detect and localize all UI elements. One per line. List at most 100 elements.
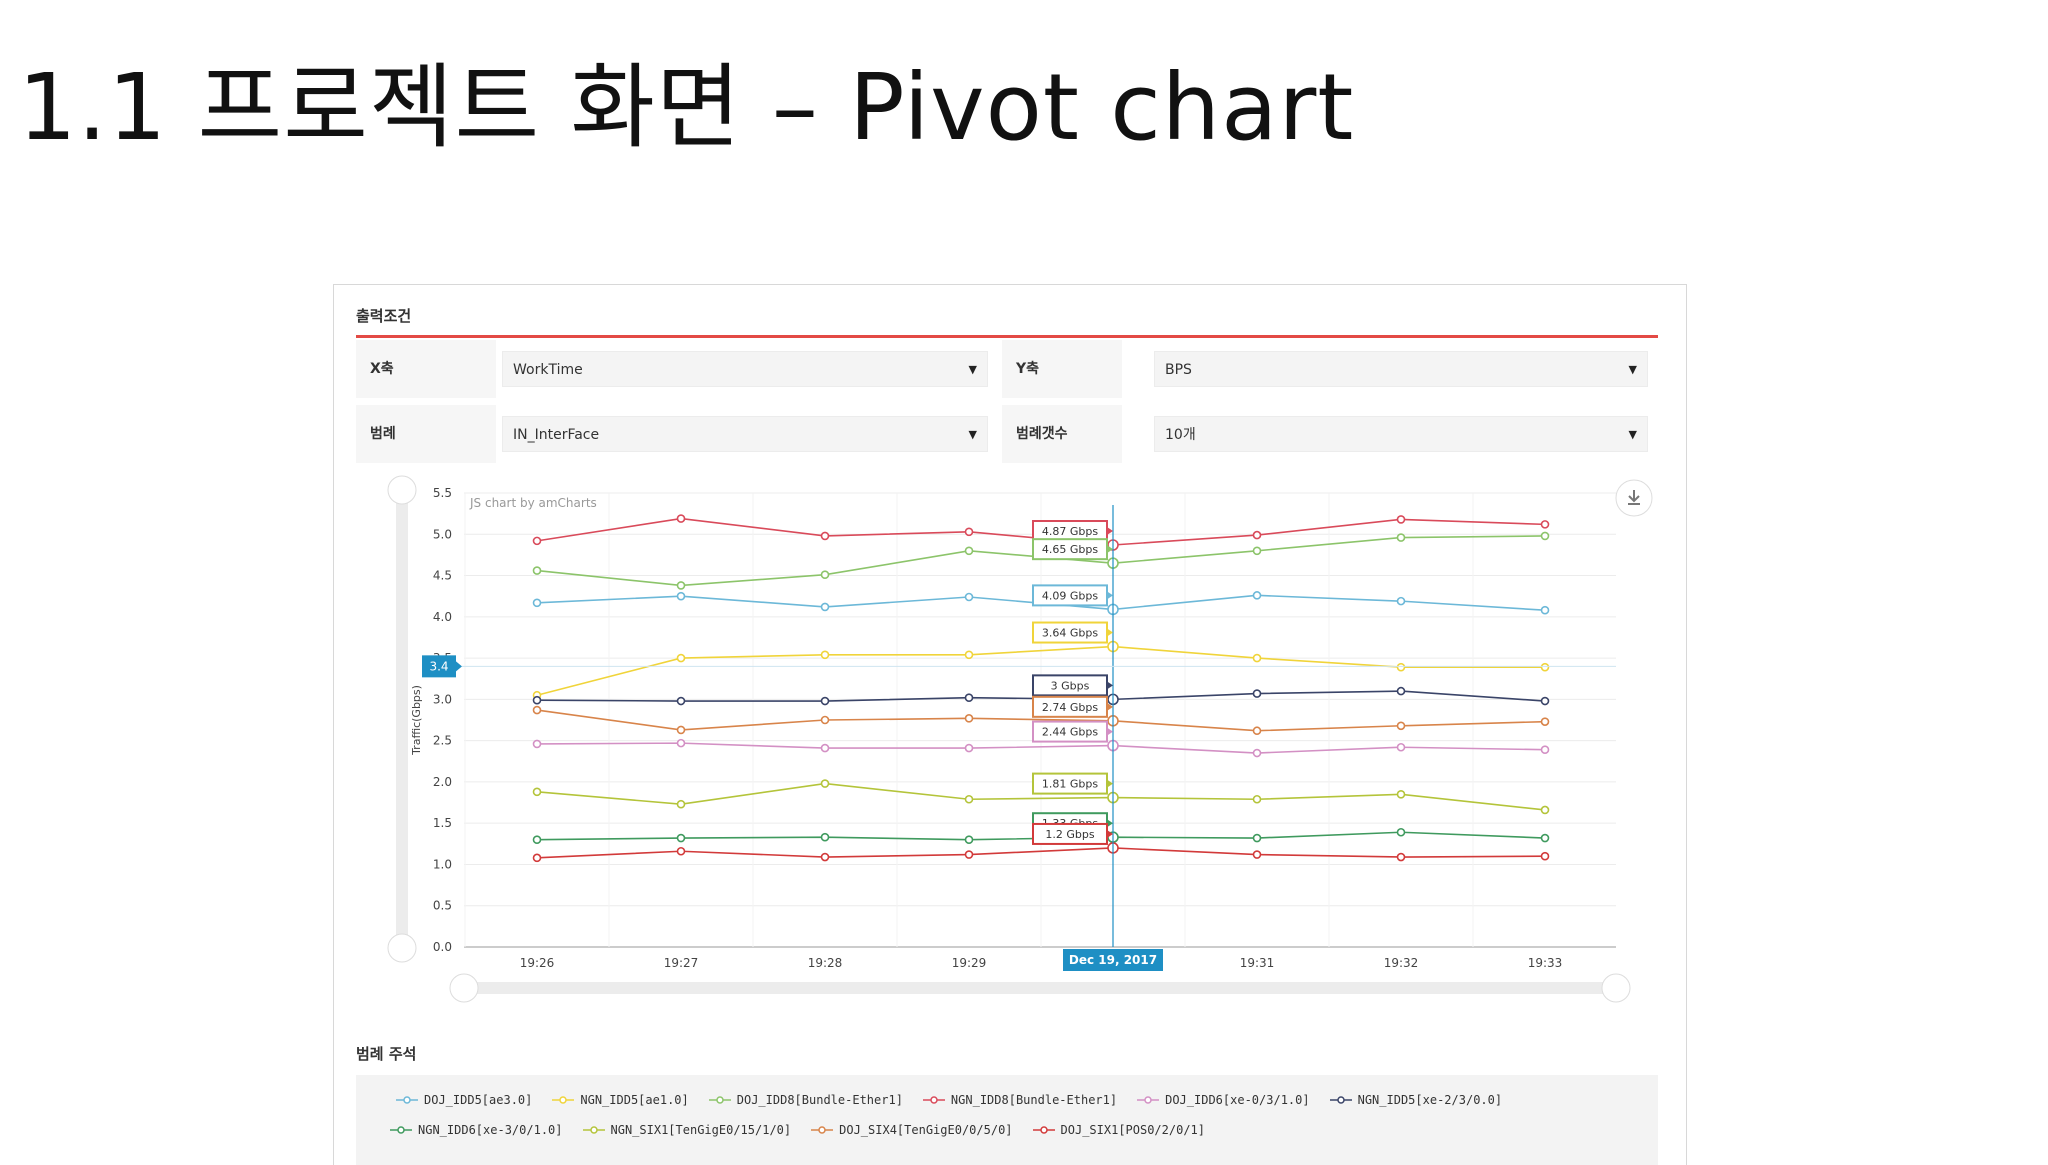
data-point[interactable] — [1252, 591, 1262, 600]
legend-notes-title: 범례 주석 — [356, 1045, 417, 1063]
legend-select[interactable]: IN_InterFace ▼ — [502, 416, 988, 452]
balloon-value-label: 2.74 Gbps — [1042, 701, 1098, 714]
data-point[interactable] — [1540, 851, 1550, 861]
data-point[interactable] — [820, 531, 830, 541]
data-point[interactable] — [676, 653, 686, 663]
data-point[interactable] — [1396, 662, 1406, 672]
data-point[interactable] — [1252, 530, 1262, 540]
data-point[interactable] — [1252, 689, 1262, 698]
vertical-scrollbar[interactable] — [396, 490, 408, 952]
data-point[interactable] — [532, 739, 542, 749]
data-point[interactable] — [964, 592, 974, 602]
data-point[interactable] — [1396, 686, 1406, 696]
legend-count-select[interactable]: 10개 ▼ — [1154, 416, 1648, 452]
data-point[interactable] — [1396, 721, 1406, 731]
scroll-handle-bottom-icon[interactable] — [387, 933, 417, 963]
legend-marker-icon — [1329, 1096, 1352, 1104]
data-point[interactable] — [1540, 605, 1550, 615]
balloon-pointer — [1107, 702, 1113, 711]
data-point[interactable] — [1540, 662, 1550, 672]
balloon-value-label: 4.87 Gbps — [1042, 525, 1098, 538]
data-point[interactable] — [964, 714, 974, 723]
data-point[interactable] — [1396, 827, 1406, 837]
data-point[interactable] — [1540, 531, 1550, 541]
data-point[interactable] — [532, 853, 542, 863]
scroll-handle-right-icon[interactable] — [1601, 973, 1631, 1003]
data-point[interactable] — [1252, 546, 1262, 556]
data-point[interactable] — [676, 833, 686, 843]
cursor-y-pointer — [456, 661, 462, 672]
dropdown-arrow-icon: ▼ — [1628, 363, 1637, 376]
data-point[interactable] — [532, 695, 542, 705]
y-axis-select[interactable]: BPS ▼ — [1154, 351, 1648, 387]
data-point[interactable] — [1540, 717, 1550, 726]
data-point[interactable] — [820, 696, 830, 706]
data-point[interactable] — [1396, 596, 1406, 606]
data-point[interactable] — [676, 738, 686, 748]
data-point[interactable] — [676, 581, 686, 590]
data-point[interactable] — [676, 846, 686, 856]
data-point[interactable] — [1396, 533, 1406, 542]
data-point[interactable] — [532, 566, 542, 575]
legend-item[interactable]: NGN_IDD5[xe-2/3/0.0] — [1329, 1093, 1502, 1107]
legend-item[interactable]: DOJ_IDD5[ae3.0] — [396, 1093, 532, 1107]
data-point[interactable] — [820, 852, 830, 862]
data-point[interactable] — [1252, 833, 1262, 843]
x-axis-select[interactable]: WorkTime ▼ — [502, 351, 988, 387]
data-point[interactable] — [820, 715, 830, 725]
data-point[interactable] — [1396, 789, 1406, 799]
data-point[interactable] — [676, 591, 686, 601]
scroll-handle-left-icon[interactable] — [449, 973, 479, 1003]
data-point[interactable] — [820, 779, 830, 788]
data-point[interactable] — [820, 743, 830, 753]
data-point[interactable] — [1252, 748, 1262, 758]
legend-marker-icon — [396, 1096, 418, 1104]
data-point[interactable] — [964, 850, 974, 859]
data-point[interactable] — [1252, 653, 1262, 663]
data-point[interactable] — [964, 693, 974, 703]
data-point[interactable] — [1540, 696, 1550, 706]
data-point[interactable] — [676, 725, 686, 735]
data-point[interactable] — [532, 536, 542, 546]
data-point[interactable] — [964, 743, 974, 753]
legend-item[interactable]: DOJ_IDD6[xe-0/3/1.0] — [1137, 1093, 1310, 1107]
data-point[interactable] — [820, 602, 830, 612]
legend-item[interactable]: NGN_IDD8[Bundle-Ether1] — [922, 1093, 1117, 1107]
data-point[interactable] — [1396, 852, 1406, 862]
legend-item[interactable]: NGN_IDD6[xe-3/0/1.0] — [390, 1123, 563, 1137]
data-point[interactable] — [964, 835, 974, 844]
legend-item-label: DOJ_SIX1[POS0/2/0/1] — [1060, 1123, 1206, 1137]
dropdown-arrow-icon: ▼ — [1628, 428, 1637, 441]
data-point[interactable] — [532, 705, 542, 715]
legend-item[interactable]: DOJ_IDD8[Bundle-Ether1] — [708, 1093, 903, 1107]
legend-item[interactable]: NGN_IDD5[ae1.0] — [552, 1093, 689, 1107]
data-point[interactable] — [964, 794, 974, 804]
scroll-handle-top-icon[interactable] — [387, 475, 417, 505]
data-point[interactable] — [1252, 850, 1262, 859]
data-point[interactable] — [964, 546, 974, 556]
data-point[interactable] — [1396, 515, 1406, 524]
horizontal-scrollbar[interactable] — [464, 982, 1614, 994]
data-point[interactable] — [1396, 742, 1406, 752]
data-point[interactable] — [820, 650, 830, 660]
data-point[interactable] — [964, 527, 974, 537]
data-point[interactable] — [1252, 794, 1262, 804]
data-point[interactable] — [1540, 833, 1550, 843]
data-point[interactable] — [1540, 805, 1550, 815]
data-point[interactable] — [532, 598, 542, 608]
data-point[interactable] — [676, 696, 686, 706]
data-point[interactable] — [676, 514, 686, 523]
data-point[interactable] — [532, 787, 542, 797]
data-point[interactable] — [820, 570, 830, 580]
data-point[interactable] — [820, 832, 830, 842]
legend-item[interactable]: DOJ_SIX4[TenGigE0/0/5/0] — [811, 1123, 1013, 1137]
data-point[interactable] — [676, 799, 686, 809]
legend-item[interactable]: DOJ_SIX1[POS0/2/0/1] — [1032, 1123, 1206, 1137]
legend-item[interactable]: NGN_SIX1[TenGigE0/15/1/0] — [582, 1123, 791, 1137]
data-point[interactable] — [532, 835, 542, 844]
x-tick-label: 19:31 — [1240, 956, 1275, 970]
data-point[interactable] — [964, 650, 974, 660]
data-point[interactable] — [1252, 726, 1262, 736]
data-point[interactable] — [1540, 520, 1550, 529]
data-point[interactable] — [1540, 745, 1550, 755]
